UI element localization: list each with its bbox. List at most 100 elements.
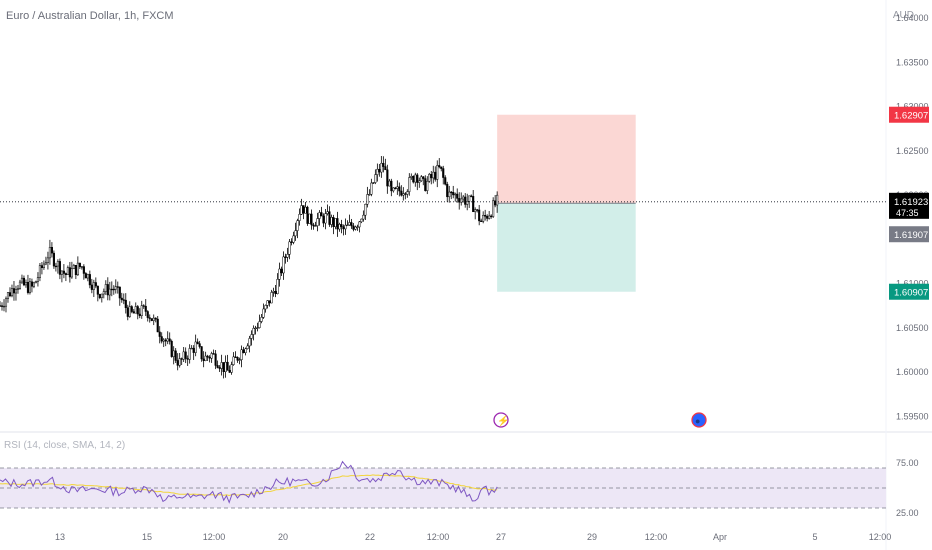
candle bbox=[56, 259, 59, 274]
candle bbox=[260, 313, 263, 324]
globe-icon: ● bbox=[695, 416, 700, 426]
candle bbox=[494, 194, 497, 208]
candle bbox=[484, 209, 487, 221]
candle bbox=[190, 345, 193, 350]
candle bbox=[454, 192, 457, 202]
candle bbox=[280, 266, 283, 277]
stop-loss-zone[interactable] bbox=[497, 114, 636, 204]
currency-label: AUD bbox=[892, 10, 914, 21]
candle bbox=[52, 250, 55, 269]
candle bbox=[476, 208, 479, 213]
candle bbox=[482, 211, 485, 224]
candle bbox=[40, 262, 43, 275]
candle bbox=[58, 258, 61, 280]
candle bbox=[330, 214, 333, 228]
stop-price-badge-label: 1.62907 bbox=[894, 111, 928, 122]
candle bbox=[188, 344, 191, 364]
candle bbox=[96, 285, 99, 302]
candle bbox=[348, 214, 351, 226]
candle bbox=[134, 302, 137, 314]
candle bbox=[160, 332, 163, 344]
candle bbox=[196, 338, 199, 345]
candle bbox=[426, 176, 429, 195]
candle bbox=[164, 338, 167, 347]
candle bbox=[446, 181, 449, 202]
candle bbox=[64, 272, 67, 282]
candle bbox=[82, 264, 85, 280]
candle bbox=[458, 192, 461, 210]
candle bbox=[300, 198, 303, 215]
candle bbox=[70, 261, 73, 279]
candle bbox=[24, 279, 28, 288]
candle bbox=[340, 219, 343, 234]
candle bbox=[432, 165, 435, 184]
economic-event-marker[interactable] bbox=[691, 412, 707, 428]
time-tick-label: 27 bbox=[496, 532, 506, 542]
candle bbox=[370, 178, 373, 197]
candle bbox=[478, 205, 481, 226]
candle bbox=[380, 156, 383, 178]
time-tick-label: 12:00 bbox=[427, 532, 450, 542]
candle bbox=[122, 293, 125, 305]
candle bbox=[62, 264, 65, 279]
candle bbox=[394, 186, 397, 190]
candle bbox=[422, 176, 425, 186]
candle bbox=[472, 190, 475, 213]
candle bbox=[170, 339, 173, 358]
candle bbox=[302, 205, 305, 220]
candle bbox=[256, 322, 259, 332]
candle bbox=[68, 261, 71, 283]
candle bbox=[334, 218, 337, 230]
entry-price-badge bbox=[889, 226, 929, 243]
flash-event-marker[interactable] bbox=[493, 412, 509, 428]
candle bbox=[142, 304, 145, 309]
candle bbox=[304, 201, 307, 214]
candle bbox=[420, 175, 423, 182]
candle bbox=[132, 309, 135, 314]
candle bbox=[248, 335, 251, 353]
candle bbox=[450, 190, 453, 200]
candle bbox=[212, 349, 215, 355]
candle bbox=[378, 163, 381, 177]
candle bbox=[244, 347, 247, 356]
candle bbox=[130, 305, 133, 314]
candle bbox=[456, 188, 459, 203]
candle bbox=[428, 172, 431, 183]
candle bbox=[86, 273, 89, 282]
candle bbox=[226, 354, 229, 371]
candle bbox=[448, 185, 451, 203]
candle bbox=[162, 338, 165, 348]
candle bbox=[424, 175, 427, 192]
candle bbox=[412, 175, 415, 184]
candle bbox=[128, 301, 131, 318]
candle bbox=[230, 361, 233, 375]
candle bbox=[438, 158, 441, 169]
time-tick-label: Apr bbox=[713, 532, 727, 542]
candle bbox=[416, 173, 419, 191]
take-profit-zone[interactable] bbox=[497, 203, 636, 292]
candle bbox=[292, 231, 295, 245]
candle bbox=[98, 293, 101, 300]
candle bbox=[0, 301, 2, 307]
candle bbox=[174, 348, 177, 364]
candle bbox=[66, 265, 69, 275]
candle bbox=[464, 193, 467, 208]
candle bbox=[272, 287, 275, 297]
candle bbox=[110, 281, 113, 297]
candle bbox=[242, 346, 245, 354]
candle bbox=[84, 272, 87, 279]
candle bbox=[468, 195, 471, 208]
candle bbox=[118, 286, 121, 306]
candle bbox=[436, 160, 439, 188]
candle bbox=[294, 222, 297, 241]
candle bbox=[392, 187, 395, 193]
rsi-ma-line bbox=[0, 474, 498, 497]
candle bbox=[266, 300, 269, 309]
candle bbox=[474, 207, 477, 220]
candle bbox=[264, 304, 267, 313]
candle bbox=[496, 191, 499, 213]
candle bbox=[108, 281, 111, 301]
target-price-badge-label: 1.60907 bbox=[894, 288, 928, 299]
